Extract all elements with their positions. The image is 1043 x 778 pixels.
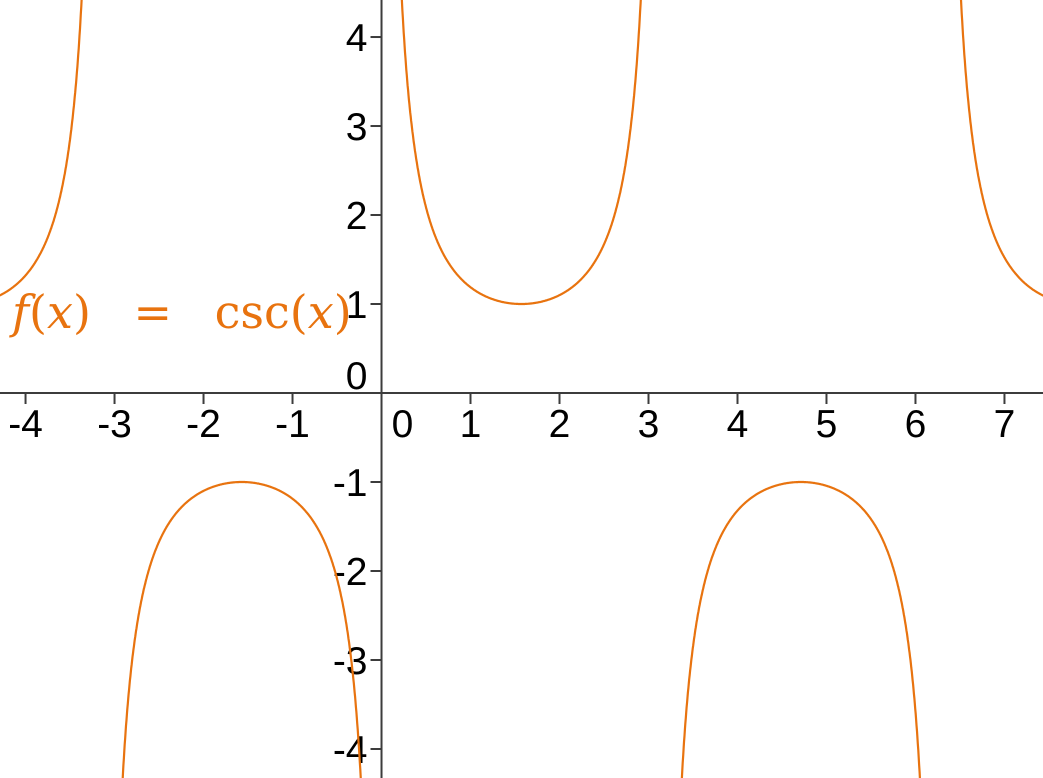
- x-tick-label: 6: [905, 403, 927, 446]
- csc-curve-branch: [680, 480, 922, 778]
- x-tick-label: 2: [549, 403, 571, 446]
- x-tick-label: -2: [186, 403, 221, 446]
- csc-curve-branch: [959, 0, 1043, 297]
- y-tick-label: -4: [333, 729, 368, 772]
- y-tick-label: 2: [346, 195, 368, 238]
- function-label: f(x) = csc(x): [12, 285, 352, 339]
- x-tick-label: 5: [816, 403, 838, 446]
- x-tick-label: 7: [994, 403, 1016, 446]
- y-tick-label: 4: [346, 17, 368, 60]
- y-tick-label: 1: [346, 284, 368, 327]
- x-tick-label: 0: [392, 403, 414, 446]
- x-tick-label: -1: [275, 403, 310, 446]
- x-tick-label: 1: [460, 403, 482, 446]
- y-tick-label: 3: [346, 106, 368, 149]
- csc-curve-branch: [0, 0, 83, 297]
- x-tick-label: -4: [8, 403, 43, 446]
- y-tick-label: -1: [333, 462, 368, 505]
- x-tick-label: -3: [97, 403, 132, 446]
- y-tick-label: -2: [333, 551, 368, 594]
- x-tick-label: 4: [727, 403, 749, 446]
- y-tick-label: 0: [346, 355, 368, 398]
- x-tick-label: 3: [638, 403, 660, 446]
- csc-curve-branch: [121, 480, 362, 778]
- csc-curve-branch: [400, 0, 642, 306]
